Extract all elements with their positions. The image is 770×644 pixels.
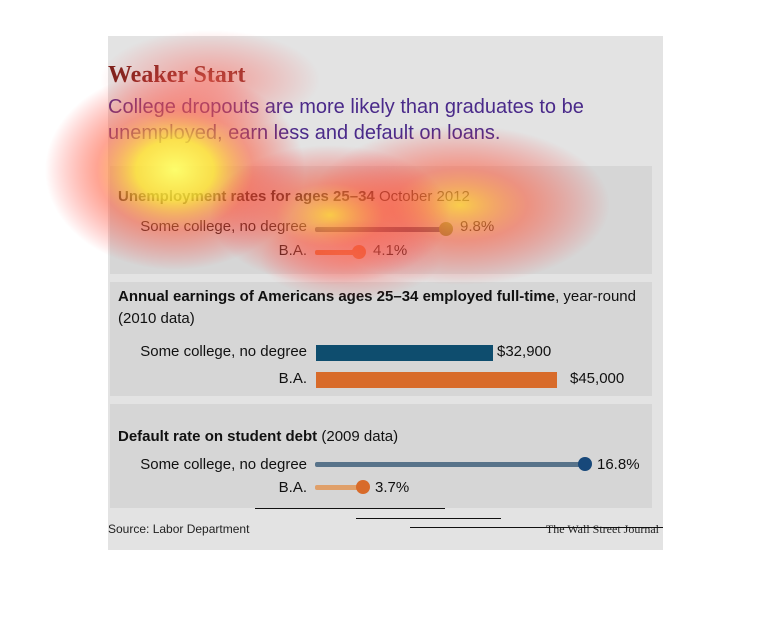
source-note: Source: Labor Department xyxy=(108,522,250,536)
default-dot-ba xyxy=(356,480,370,494)
default-title: Default rate on student debt xyxy=(118,428,318,445)
earnings-bar-some-college xyxy=(316,345,493,361)
earnings-panel: Annual earnings of Americans ages 25–34 … xyxy=(110,282,652,396)
footer-rule-right xyxy=(410,527,663,528)
chart-subtitle: College dropouts are more likely than gr… xyxy=(108,96,584,144)
unemployment-dot-ba xyxy=(352,245,366,259)
unemployment-title-row: Unemployment rates for ages 25–34 Octobe… xyxy=(118,186,470,208)
chart-title: Weaker Start xyxy=(108,62,246,88)
unemployment-track-some-college xyxy=(315,227,445,232)
default-track-ba xyxy=(315,485,363,490)
default-cat-ba: B.A. xyxy=(278,479,307,496)
default-dot-some-college xyxy=(578,457,592,471)
earnings-title-row: Annual earnings of Americans ages 25–34 … xyxy=(118,286,648,330)
chart-graphic: Weaker Start College dropouts are more l… xyxy=(108,36,663,550)
earnings-cat-ba: B.A. xyxy=(278,370,307,387)
footer-rule-mid xyxy=(356,518,501,519)
unemployment-date: October 2012 xyxy=(378,188,470,205)
unemployment-value-ba: 4.1% xyxy=(373,242,408,259)
earnings-value-some-college: $32,900 xyxy=(497,343,552,360)
earnings-title: Annual earnings of Americans ages 25–34 … xyxy=(118,288,556,305)
unemployment-panel: Unemployment rates for ages 25–34 Octobe… xyxy=(110,166,652,274)
earnings-value-ba: $45,000 xyxy=(570,370,625,387)
unemployment-cat-some-college: Some college, no degree xyxy=(140,218,307,235)
default-date: (2009 data) xyxy=(321,428,399,445)
unemployment-dot-some-college xyxy=(439,222,453,236)
default-track-some-college xyxy=(315,462,585,467)
unemployment-title: Unemployment rates for ages 25–34 xyxy=(118,188,375,205)
default-value-some-college: 16.8% xyxy=(597,456,640,473)
publisher-credit: The Wall Street Journal xyxy=(545,522,659,536)
earnings-date: , year-round (2010 data) xyxy=(118,288,636,327)
default-cat-some-college: Some college, no degree xyxy=(140,456,307,473)
default-title-row: Default rate on student debt (2009 data) xyxy=(118,426,398,448)
footer-rule-left xyxy=(255,508,445,509)
unemployment-value-some-college: 9.8% xyxy=(460,218,495,235)
default-value-ba: 3.7% xyxy=(375,479,410,496)
earnings-cat-some-college: Some college, no degree xyxy=(140,343,307,360)
unemployment-cat-ba: B.A. xyxy=(278,242,307,259)
earnings-bar-ba xyxy=(316,372,557,388)
default-panel: Default rate on student debt (2009 data)… xyxy=(110,404,652,508)
